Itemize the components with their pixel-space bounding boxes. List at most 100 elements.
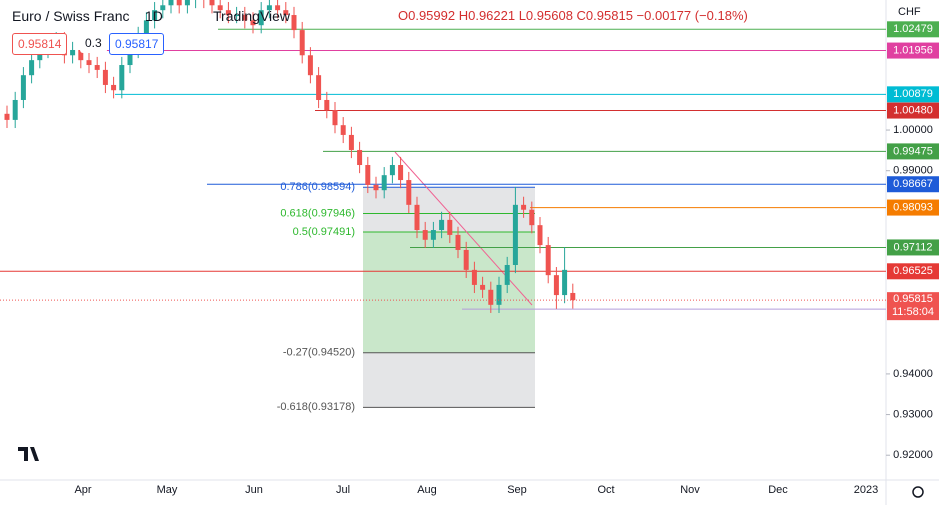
candle-body	[184, 0, 190, 6]
candle-body	[299, 30, 305, 56]
candle-body	[250, 20, 256, 26]
candle-body	[504, 264, 510, 285]
x-tick-label: Aug	[417, 484, 437, 496]
candle-body	[152, 10, 158, 21]
candle-body	[348, 134, 354, 150]
candle-body	[488, 289, 494, 305]
settings-icon[interactable]	[912, 486, 924, 498]
candle-body	[430, 230, 436, 240]
candle-body	[373, 184, 379, 191]
candle-body	[283, 10, 289, 16]
level-label: 0.96525	[893, 265, 933, 277]
x-tick-label: May	[157, 484, 178, 496]
fib-label: 0.786(0.98594)	[280, 181, 355, 193]
candle-body	[275, 5, 281, 11]
fib-label: -0.27(0.94520)	[283, 347, 355, 359]
level-box	[887, 199, 939, 216]
spread: 0.3	[80, 33, 107, 53]
candle-body	[381, 175, 387, 191]
currency[interactable]: CHF	[898, 6, 921, 18]
level-box	[887, 42, 939, 59]
countdown: 11:58:04	[892, 306, 934, 318]
x-tick-label: Sep	[507, 484, 527, 496]
level-box	[887, 21, 939, 38]
candle-body	[316, 75, 322, 100]
candle-body	[20, 75, 26, 100]
x-tick-label: Nov	[680, 484, 700, 496]
candle-body	[234, 15, 240, 17]
candle-body	[168, 0, 174, 6]
buy-button[interactable]: 0.95817	[109, 33, 165, 55]
level-label: 0.98093	[893, 201, 933, 213]
candle-body	[111, 84, 117, 91]
current-price-label: 0.95815	[893, 293, 933, 305]
y-tick-label: 0.92000	[893, 449, 933, 461]
level-label: 1.00879	[893, 88, 933, 100]
ohlc: O0.95992 H0.96221 L0.95608 C0.95815 −0.0…	[398, 8, 748, 23]
candle-body	[209, 0, 215, 6]
y-tick-label: 0.99000	[893, 165, 933, 177]
candle-body	[291, 15, 297, 31]
candle-body	[480, 284, 486, 290]
y-tick-label: 0.93000	[893, 408, 933, 420]
candle-body	[102, 69, 108, 85]
level-box	[887, 143, 939, 160]
x-tick-label: Apr	[74, 484, 91, 496]
candle-body	[422, 230, 428, 240]
fib-label: 0.618(0.97946)	[280, 207, 355, 219]
candle-body	[217, 5, 223, 11]
candle-body	[225, 10, 231, 16]
candle-body	[545, 245, 551, 276]
brand: TradingView	[213, 8, 291, 24]
candle-body	[553, 275, 559, 296]
candle-body	[455, 234, 461, 250]
candle-body	[439, 219, 445, 231]
candle-body	[4, 113, 10, 120]
candle-body	[94, 65, 100, 70]
candle-body	[160, 5, 166, 11]
candle-body	[143, 20, 149, 35]
candle-body	[78, 49, 84, 61]
candle-body	[37, 49, 43, 61]
candle-body	[471, 269, 477, 285]
level-box	[887, 263, 939, 280]
candle-body	[340, 125, 346, 135]
level-box	[887, 102, 939, 119]
sell-button[interactable]: 0.95814	[12, 33, 68, 55]
y-tick-label: 1.00000	[893, 124, 933, 136]
candle-body	[307, 55, 313, 76]
symbol[interactable]: Euro / Swiss Franc	[12, 8, 130, 24]
current-price-box	[887, 292, 939, 321]
level-label: 0.98667	[893, 178, 933, 190]
candle-body	[529, 209, 535, 226]
candle-body	[562, 269, 568, 296]
tv-logo	[14, 440, 48, 470]
x-tick-label: Oct	[597, 484, 614, 496]
candle-body	[127, 49, 133, 66]
candle-body	[570, 292, 576, 301]
fib-label: 0.5(0.97491)	[293, 226, 355, 238]
candle-body	[463, 249, 469, 270]
candle-body	[266, 5, 272, 11]
candle-body	[496, 284, 502, 305]
interval[interactable]: 1D	[145, 8, 163, 24]
level-label: 1.00480	[893, 104, 933, 116]
candle-body	[86, 60, 92, 66]
x-tick-label: Jun	[245, 484, 263, 496]
candle-body	[389, 165, 395, 176]
candle-body	[70, 49, 76, 56]
x-tick-label: Jul	[336, 484, 350, 496]
candle-body	[324, 99, 330, 111]
candle-body	[119, 65, 125, 91]
candle-body	[176, 0, 182, 6]
level-label: 1.02479	[893, 23, 933, 35]
level-label: 0.99475	[893, 145, 933, 157]
candle-body	[406, 180, 412, 205]
fib-zone	[363, 352, 535, 408]
candle-body	[398, 165, 404, 181]
y-tick-label: 0.94000	[893, 368, 933, 380]
x-tick-label: Dec	[768, 484, 788, 496]
level-box	[887, 86, 939, 103]
